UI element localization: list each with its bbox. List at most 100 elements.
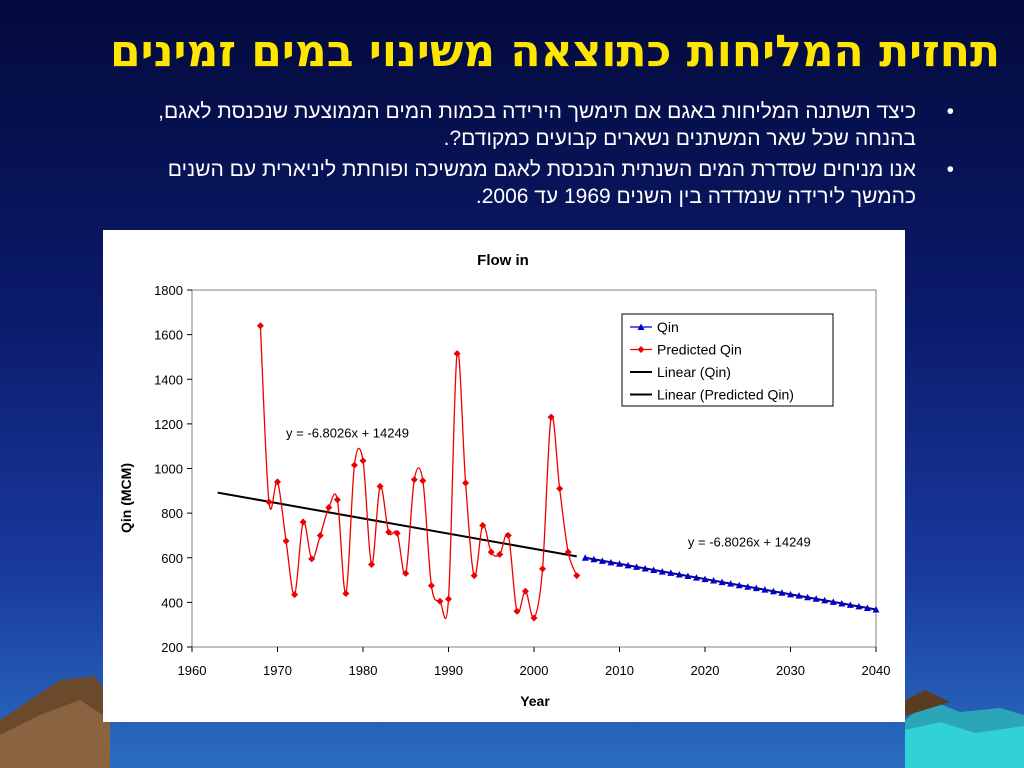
flow-in-chart: Flow in Year Qin (MCM) 200 400 600 800 1000 1…	[118, 252, 891, 709]
qin-point	[701, 575, 709, 583]
predicted-qin-point	[564, 548, 572, 556]
predicted-qin-point	[487, 548, 495, 556]
predicted-qin-point	[402, 569, 410, 577]
bullet-item: • כיצד תשתנה המליחות באגם אם תימשך היריד…	[110, 98, 954, 152]
qin-point	[607, 558, 615, 566]
predicted-qin-point	[521, 587, 529, 595]
predicted-qin-point	[359, 457, 367, 465]
predicted-qin-point	[342, 589, 350, 597]
trend-equation-label: y = -6.8026x + 14249	[286, 425, 409, 440]
predicted-qin-point	[530, 614, 538, 622]
x-tick-label: 2030	[776, 663, 805, 678]
qin-point	[846, 601, 854, 608]
predicted-qin-point	[462, 479, 470, 487]
predicted-qin-point	[496, 550, 504, 558]
qin-point	[735, 581, 743, 589]
qin-point	[633, 563, 641, 570]
qin-point	[641, 564, 649, 572]
predicted-qin-point	[445, 595, 452, 603]
predicted-qin-point	[368, 560, 376, 568]
trendline-linear-predicted-qin	[217, 491, 577, 558]
qin-point	[658, 568, 666, 575]
bullet-text: אנו מניחים שסדרת המים השנתית הנכנסת לאגם…	[167, 158, 916, 208]
qin-point	[838, 599, 846, 607]
qin-point	[675, 570, 683, 578]
x-tick-label: 2040	[862, 663, 891, 678]
predicted-qin-point	[291, 591, 299, 599]
legend: Qin Predicted Qin Linear (Qin) Linear (Pred…	[621, 313, 834, 407]
x-tick-label: 1990	[434, 663, 463, 678]
legend-marker	[637, 346, 645, 353]
x-tick-label: 1970	[263, 663, 292, 678]
qin-point	[624, 561, 632, 569]
predicted-qin-point	[419, 477, 427, 485]
slide-title: תחזית המליחות כתוצאה משינוי במים זמינים	[110, 26, 1000, 77]
qin-point	[727, 580, 735, 587]
bullet-list: • כיצד תשתנה המליחות באגם אם תימשך היריד…	[110, 98, 954, 214]
predicted-qin-point	[547, 413, 555, 421]
predicted-qin-point	[539, 565, 547, 573]
x-tick-label: 2020	[691, 663, 720, 678]
predicted-qin-point	[299, 518, 307, 526]
x-tick-label: 1960	[178, 663, 207, 678]
qin-point	[650, 566, 658, 574]
predicted-qin-point	[376, 482, 384, 490]
predicted-qin-point	[453, 350, 461, 358]
qin-point	[761, 586, 769, 593]
qin-point	[692, 574, 700, 581]
predicted-qin-point	[333, 496, 341, 504]
qin-point	[752, 584, 760, 592]
legend-label: Linear (Predicted Qin)	[657, 387, 794, 403]
qin-point	[769, 587, 777, 595]
qin-point	[778, 589, 786, 596]
y-tick-label: 800	[161, 506, 183, 521]
y-tick-label: 1800	[154, 283, 183, 298]
y-tick-label: 1000	[154, 462, 183, 477]
predicted-qin-point	[385, 528, 393, 536]
predicted-qin-point	[393, 529, 401, 537]
predicted-qin-point	[427, 582, 435, 590]
predicted-qin-point	[436, 597, 444, 605]
qin-point	[812, 595, 820, 602]
predicted-qin-point	[513, 607, 521, 615]
x-tick-label: 2010	[605, 663, 634, 678]
qin-point	[829, 598, 837, 605]
y-tick-label: 1200	[154, 417, 183, 432]
qin-point	[863, 604, 871, 611]
trend-equation-label: y = -6.8026x + 14249	[688, 535, 811, 550]
bullet-text: כיצד תשתנה המליחות באגם אם תימשך הירידה …	[158, 100, 916, 150]
legend-marker	[637, 323, 645, 330]
bullet-icon: •	[946, 100, 954, 123]
qin-point	[616, 560, 623, 567]
qin-point	[684, 572, 692, 580]
x-tick-label: 1980	[349, 663, 378, 678]
chart-container: Flow in Year Qin (MCM) 200 400 600 800 1000 1…	[103, 230, 905, 722]
y-tick-label: 1600	[154, 328, 183, 343]
y-tick-label: 400	[161, 595, 183, 610]
predicted-qin-point	[316, 531, 324, 539]
chart-title: Flow in	[477, 252, 529, 269]
predicted-qin-point	[504, 531, 512, 539]
bullet-icon: •	[946, 158, 954, 181]
predicted-qin-point	[282, 537, 290, 545]
predicted-qin-point	[308, 555, 316, 563]
predicted-qin-point	[470, 572, 478, 580]
y-tick-label: 200	[161, 640, 183, 655]
legend-label: Linear (Qin)	[657, 364, 731, 380]
predicted-qin-point	[556, 485, 564, 493]
qin-point	[581, 554, 589, 561]
predicted-qin-line	[259, 325, 578, 619]
qin-point	[598, 557, 606, 564]
qin-point	[718, 578, 726, 586]
predicted-qin-point	[274, 478, 281, 486]
predicted-qin-point	[479, 521, 487, 529]
bullet-item: • אנו מניחים שסדרת המים השנתית הנכנסת לא…	[110, 156, 954, 210]
predicted-qin-point	[256, 322, 264, 330]
y-tick-label: 600	[161, 551, 183, 566]
legend-label: Predicted Qin	[657, 342, 742, 358]
predicted-qin-point	[573, 572, 581, 580]
qin-point	[590, 555, 598, 563]
y-axis-label: Qin (MCM)	[118, 463, 134, 533]
predicted-qin-point	[410, 476, 418, 484]
